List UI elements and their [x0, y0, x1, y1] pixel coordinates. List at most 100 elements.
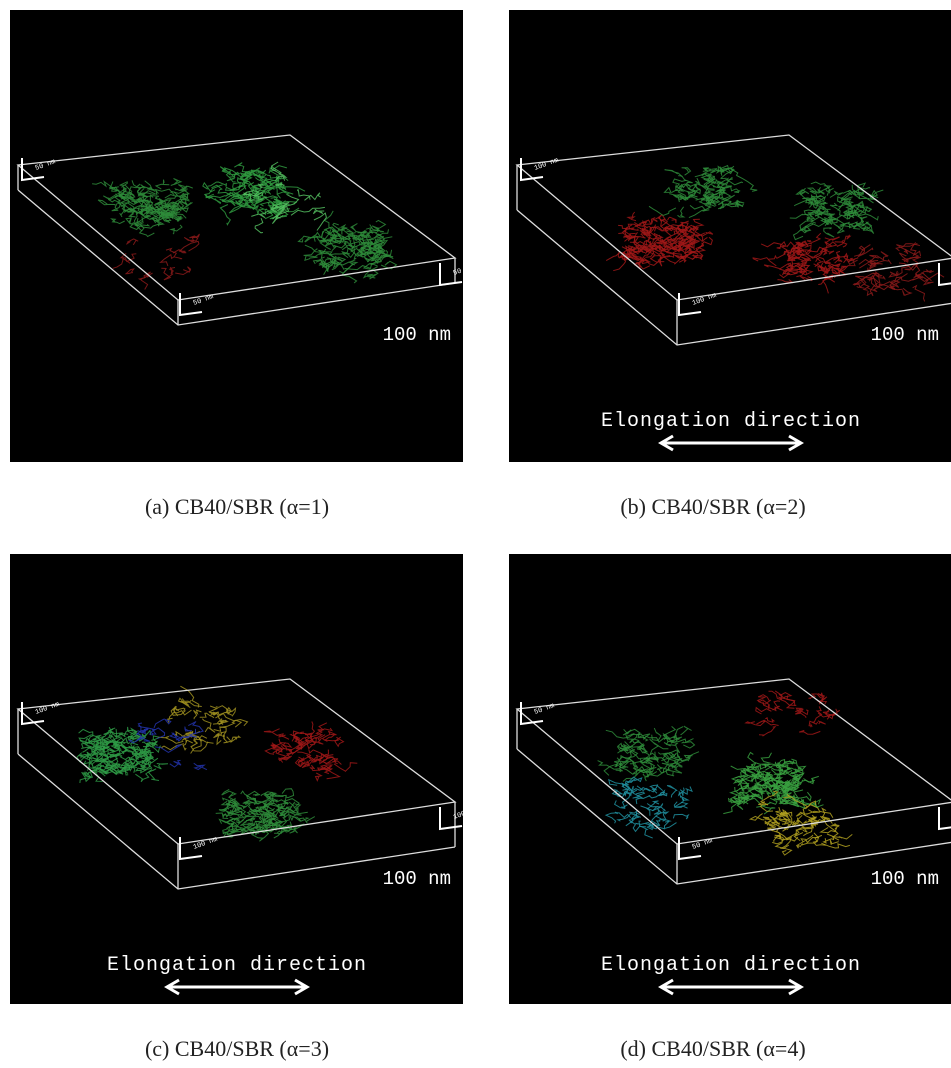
- axis-label: 100 nm: [192, 836, 218, 852]
- panel: 50 nm50 nm50 nm100 nmElongation directio…: [509, 554, 951, 1004]
- aggregate-branch: [761, 753, 771, 765]
- aggregate-branch: [824, 228, 834, 237]
- aggregate-branch: [650, 739, 669, 749]
- axis-label: 50 nm: [533, 702, 555, 717]
- panel: 100 nm100 nm100 nm100 nmElongation direc…: [10, 554, 463, 1004]
- aggregate-branch: [649, 791, 665, 798]
- box-top: [517, 135, 951, 300]
- aggregate-branch: [737, 176, 758, 192]
- aggregate-branch: [746, 721, 765, 725]
- scale-label: 100 nm: [871, 324, 939, 346]
- rendering: 50 nm50 nm50 nm100 nmElongation directio…: [509, 554, 951, 1004]
- aggregate-branch: [889, 286, 895, 290]
- aggregate-branch: [208, 182, 227, 187]
- aggregate-branch: [818, 721, 826, 724]
- scale-label: 100 nm: [871, 868, 939, 890]
- aggregate-branch: [830, 192, 843, 198]
- aggregate-branch: [649, 206, 676, 215]
- aggregate-branch: [113, 259, 130, 269]
- aggregate-branch: [185, 727, 192, 731]
- aggregate-branch: [161, 255, 175, 266]
- aggregate-branch: [136, 215, 150, 223]
- aggregate-branch: [804, 810, 820, 815]
- aggregate-branch: [175, 707, 185, 712]
- aggregate-branch: [202, 719, 215, 733]
- scale-label: 100 nm: [383, 868, 451, 890]
- aggregate-branch: [290, 804, 300, 813]
- aggregate-branch: [872, 190, 884, 197]
- aggregate-branch: [154, 764, 168, 769]
- aggregate-branch: [678, 207, 684, 217]
- aggregate-branch: [827, 834, 852, 839]
- aggregate-branch: [194, 737, 214, 744]
- aggregate-branch: [877, 252, 888, 260]
- aggregate-branch: [923, 270, 933, 273]
- aggregate-branch: [319, 769, 340, 779]
- rendering: 100 nm100 nm100 nm100 nmElongation direc…: [10, 554, 463, 1004]
- aggregate-branch: [763, 817, 772, 824]
- aggregate-branch: [667, 786, 677, 798]
- aggregate-branch: [112, 219, 125, 224]
- aggregate-branch: [797, 835, 813, 848]
- aggregate-branch: [175, 267, 190, 275]
- aggregate-branch: [673, 814, 688, 819]
- figure: 50 nm50 nm50 nm100 nm(a) CB40/SBR (α=1)1…: [0, 0, 951, 1068]
- aggregate-branch: [194, 710, 202, 719]
- aggregate-branch: [316, 773, 322, 781]
- aggregate-branch: [194, 763, 207, 770]
- aggregate-branch: [668, 217, 677, 223]
- aggregate-branch: [206, 195, 225, 198]
- aggregate-branch: [903, 288, 912, 295]
- direction-arrow: [167, 980, 307, 994]
- aggregate-branch: [759, 727, 775, 736]
- aggregate-branch: [731, 186, 741, 193]
- aggregate-branch: [156, 180, 169, 190]
- aggregate-branch: [126, 269, 134, 274]
- box-top: [18, 135, 455, 300]
- aggregate-branch: [162, 743, 184, 749]
- aggregate-branch: [170, 760, 181, 767]
- aggregate-branch: [803, 776, 818, 782]
- aggregate-branch: [615, 800, 628, 808]
- box-bottom: [517, 749, 951, 884]
- aggregate-branch: [154, 719, 171, 728]
- direction-arrow: [661, 980, 801, 994]
- aggregate-branch: [126, 218, 134, 224]
- aggregate-branch: [139, 277, 148, 289]
- aggregate-branch: [305, 193, 321, 201]
- panel: 100 nm100 nm100 nm100 nmElongation direc…: [509, 10, 951, 462]
- caption: (c) CB40/SBR (α=3): [7, 1036, 467, 1062]
- aggregate-branch: [305, 245, 323, 254]
- aggregate-branch: [854, 276, 867, 285]
- aggregate-branch: [103, 194, 117, 200]
- axis-label: 100 nm: [34, 701, 60, 717]
- caption: (d) CB40/SBR (α=4): [483, 1036, 943, 1062]
- axis-triad: [939, 263, 951, 285]
- aggregate-branch: [723, 802, 739, 814]
- aggregate-branch: [313, 209, 324, 214]
- aggregate-branch: [179, 241, 199, 251]
- aggregate-branch: [857, 284, 869, 290]
- rendering: 50 nm50 nm50 nm100 nm: [10, 10, 463, 462]
- aggregate-branch: [830, 203, 843, 215]
- aggregate-branch: [831, 824, 840, 827]
- aggregate-branch: [824, 186, 834, 196]
- aggregate-branch: [750, 814, 764, 821]
- aggregate-branch: [150, 195, 159, 199]
- aggregate-branch: [652, 728, 661, 740]
- axis-label: 100 nm: [452, 806, 463, 822]
- axis-label: 50 nm: [34, 158, 56, 173]
- scale-label: 100 nm: [383, 324, 451, 346]
- axis-label: 50 nm: [452, 263, 463, 278]
- aggregate-branch: [847, 260, 857, 266]
- aggregate-branch: [801, 229, 811, 233]
- aggregate-branch: [364, 261, 382, 269]
- aggregate-branch: [682, 742, 695, 748]
- direction-arrow: [661, 436, 801, 450]
- rendering: 100 nm100 nm100 nm100 nmElongation direc…: [509, 10, 951, 462]
- aggregate-branch: [314, 213, 327, 230]
- aggregate-branch: [279, 735, 290, 739]
- aggregate-branch: [794, 226, 810, 239]
- box-bottom: [18, 190, 455, 325]
